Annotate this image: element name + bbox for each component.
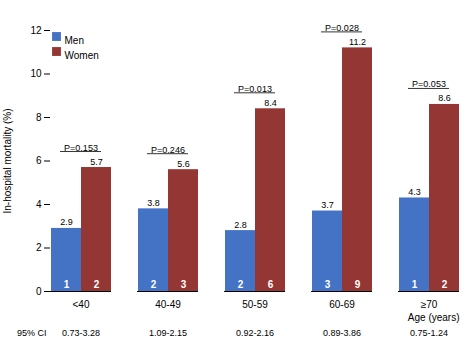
svg-text:6: 6	[36, 155, 42, 166]
svg-text:3: 3	[181, 279, 187, 290]
svg-text:Men: Men	[65, 35, 84, 46]
svg-text:4: 4	[36, 199, 42, 210]
svg-text:12: 12	[30, 25, 42, 36]
svg-text:0.73-3.28: 0.73-3.28	[62, 328, 100, 338]
svg-text:3.7: 3.7	[321, 200, 334, 210]
svg-text:8: 8	[36, 112, 42, 123]
svg-text:0.92-2.16: 0.92-2.16	[236, 328, 274, 338]
svg-text:40-49: 40-49	[155, 299, 181, 310]
svg-text:2.9: 2.9	[60, 217, 73, 227]
svg-text:2: 2	[94, 279, 100, 290]
svg-text:50-59: 50-59	[242, 299, 268, 310]
svg-text:4.3: 4.3	[408, 187, 421, 197]
svg-text:≥70: ≥70	[421, 299, 438, 310]
svg-text:In-hospital mortality (%): In-hospital mortality (%)	[2, 108, 13, 213]
svg-text:5.7: 5.7	[90, 157, 103, 167]
svg-text:P=0.153: P=0.153	[64, 143, 98, 153]
svg-text:2: 2	[151, 279, 157, 290]
svg-text:Age (years): Age (years)	[408, 312, 460, 323]
svg-text:2: 2	[442, 279, 448, 290]
svg-text:<40: <40	[73, 299, 90, 310]
svg-text:10: 10	[30, 68, 42, 79]
svg-text:60-69: 60-69	[329, 299, 355, 310]
svg-text:8.6: 8.6	[438, 93, 451, 103]
svg-text:2: 2	[36, 242, 42, 253]
svg-text:2: 2	[238, 279, 244, 290]
svg-text:P=0.028: P=0.028	[325, 23, 359, 33]
svg-text:P=0.053: P=0.053	[412, 79, 446, 89]
svg-text:3: 3	[325, 279, 331, 290]
svg-text:0.75-1.24: 0.75-1.24	[410, 328, 448, 338]
svg-text:3.8: 3.8	[147, 198, 160, 208]
svg-text:1.09-2.15: 1.09-2.15	[149, 328, 187, 338]
svg-text:0: 0	[36, 286, 42, 297]
svg-text:5.6: 5.6	[177, 159, 190, 169]
svg-text:95% CI: 95% CI	[17, 328, 47, 338]
svg-text:P=0.013: P=0.013	[238, 84, 272, 94]
svg-text:9: 9	[355, 279, 361, 290]
svg-text:6: 6	[268, 279, 274, 290]
svg-text:2.8: 2.8	[234, 220, 247, 230]
svg-text:1: 1	[412, 279, 418, 290]
svg-text:P=0.246: P=0.246	[151, 145, 185, 155]
svg-text:1: 1	[64, 279, 70, 290]
svg-text:0.89-3.86: 0.89-3.86	[323, 328, 361, 338]
svg-text:Women: Women	[65, 50, 99, 61]
svg-text:11.2: 11.2	[349, 37, 366, 47]
svg-text:8.4: 8.4	[264, 98, 277, 108]
